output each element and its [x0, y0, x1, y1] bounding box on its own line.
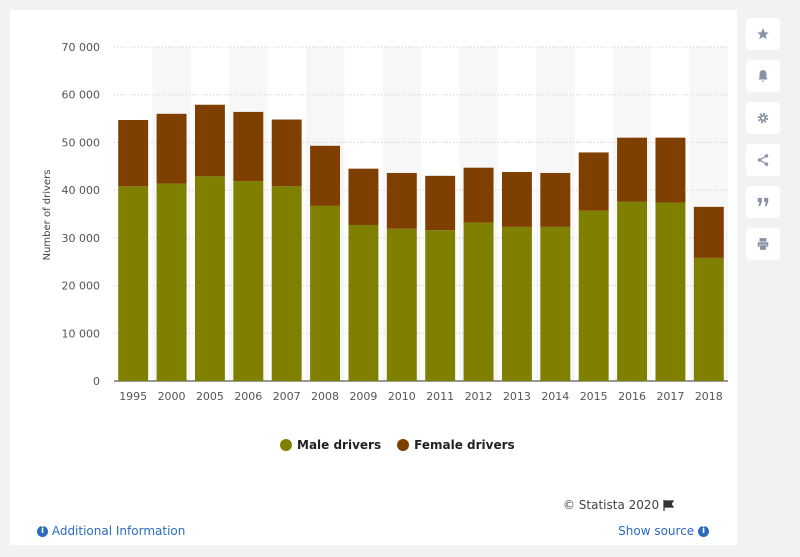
bar-female-2000[interactable] [156, 113, 187, 184]
bar-male-2010[interactable] [386, 228, 417, 381]
bar-female-2015[interactable] [578, 152, 609, 211]
bar-male-2009[interactable] [348, 224, 379, 381]
y-tick-label: 20 000 [62, 280, 101, 293]
legend: Male drivers Female drivers [280, 438, 515, 452]
info-icon: i [37, 526, 48, 537]
bar-female-2016[interactable] [617, 137, 648, 202]
bar-male-2011[interactable] [425, 230, 456, 381]
x-tick-label: 2018 [695, 390, 723, 403]
additional-information-label: Additional Information [51, 524, 186, 538]
bar-male-2014[interactable] [540, 226, 571, 381]
notification-button[interactable] [746, 60, 780, 92]
x-tick-label: 2016 [618, 390, 646, 403]
x-tick-label: 2012 [465, 390, 493, 403]
x-tick-label: 2008 [311, 390, 339, 403]
bar-male-2018[interactable] [693, 257, 724, 381]
bar-male-2000[interactable] [156, 183, 187, 381]
x-tick-label: 2013 [503, 390, 531, 403]
legend-swatch-female [397, 439, 410, 451]
bar-male-2017[interactable] [655, 202, 686, 381]
bar-female-2005[interactable] [194, 104, 225, 177]
bar-female-2010[interactable] [386, 172, 417, 229]
bar-male-2005[interactable] [194, 176, 225, 381]
chart-card: 1995 2000 2005 2006 2007 2008 2009 2010 2011 2012… [10, 10, 737, 545]
y-tick-label: 70 000 [62, 41, 101, 54]
bar-female-2018[interactable] [693, 206, 724, 258]
credit-text: © Statista 2020 [562, 498, 660, 512]
info-icon: i [698, 526, 709, 537]
bar-female-2013[interactable] [501, 172, 532, 227]
bar-male-2012[interactable] [463, 222, 494, 381]
bar-female-2009[interactable] [348, 168, 379, 225]
bar-female-2011[interactable] [425, 175, 456, 231]
bar-male-2016[interactable] [617, 201, 648, 381]
x-tick-label: 2017 [656, 390, 684, 403]
legend-label-female: Female drivers [414, 438, 515, 452]
bar-male-2015[interactable] [578, 210, 609, 381]
flag-icon [663, 500, 675, 511]
y-tick-label: 50 000 [62, 136, 101, 149]
settings-button[interactable] [746, 102, 780, 134]
bar-male-2013[interactable] [501, 226, 532, 381]
bar-female-2008[interactable] [310, 145, 341, 206]
share-icon [757, 154, 769, 166]
bar-female-2006[interactable] [233, 111, 264, 182]
legend-label-male: Male drivers [297, 438, 382, 452]
bar-female-1995[interactable] [118, 120, 149, 187]
x-tick-label: 2005 [196, 390, 224, 403]
x-tick-label: 2015 [580, 390, 608, 403]
share-button[interactable] [746, 144, 780, 176]
x-tick-label: 1995 [119, 390, 147, 403]
x-tick-label: 2009 [349, 390, 377, 403]
statista-credit[interactable]: © Statista 2020 [562, 498, 675, 512]
bar-female-2007[interactable] [271, 119, 302, 187]
legend-item-male[interactable]: Male drivers [280, 438, 381, 452]
y-axis-label: Number of drivers [42, 170, 53, 261]
show-source-link[interactable]: Show source i [618, 524, 709, 538]
bar-male-2008[interactable] [310, 205, 341, 381]
cite-button[interactable] [746, 186, 780, 218]
bar-male-2007[interactable] [271, 186, 302, 381]
show-source-label: Show source [618, 524, 695, 538]
legend-swatch-male [280, 439, 292, 451]
gear-icon [757, 112, 769, 124]
y-tick-label: 30 000 [62, 232, 101, 245]
y-tick-label: 60 000 [62, 89, 101, 102]
x-tick-label: 2010 [388, 390, 416, 403]
y-tick-label: 40 000 [62, 184, 101, 197]
star-icon [757, 28, 769, 40]
quote-icon [757, 197, 769, 207]
x-tick-label: 2014 [541, 390, 569, 403]
additional-information-link[interactable]: i Additional Information [37, 524, 185, 538]
stacked-bar-chart: 1995 2000 2005 2006 2007 2008 2009 2010 2011 2012… [42, 41, 728, 403]
y-tick-label: 0 [93, 375, 100, 388]
x-tick-label: 2007 [273, 390, 301, 403]
favorite-button[interactable] [746, 18, 780, 50]
bell-icon [758, 70, 768, 82]
print-icon [757, 238, 769, 250]
bar-female-2017[interactable] [655, 137, 686, 203]
x-tick-label: 2000 [158, 390, 186, 403]
bar-male-1995[interactable] [118, 186, 149, 381]
side-toolbar [746, 18, 780, 260]
x-tick-label: 2006 [234, 390, 262, 403]
y-tick-label: 10 000 [62, 327, 101, 340]
bar-female-2012[interactable] [463, 167, 494, 223]
bar-female-2014[interactable] [540, 172, 571, 227]
legend-item-female[interactable]: Female drivers [397, 438, 515, 452]
print-button[interactable] [746, 228, 780, 260]
bar-male-2006[interactable] [233, 181, 264, 381]
x-tick-label: 2011 [426, 390, 454, 403]
